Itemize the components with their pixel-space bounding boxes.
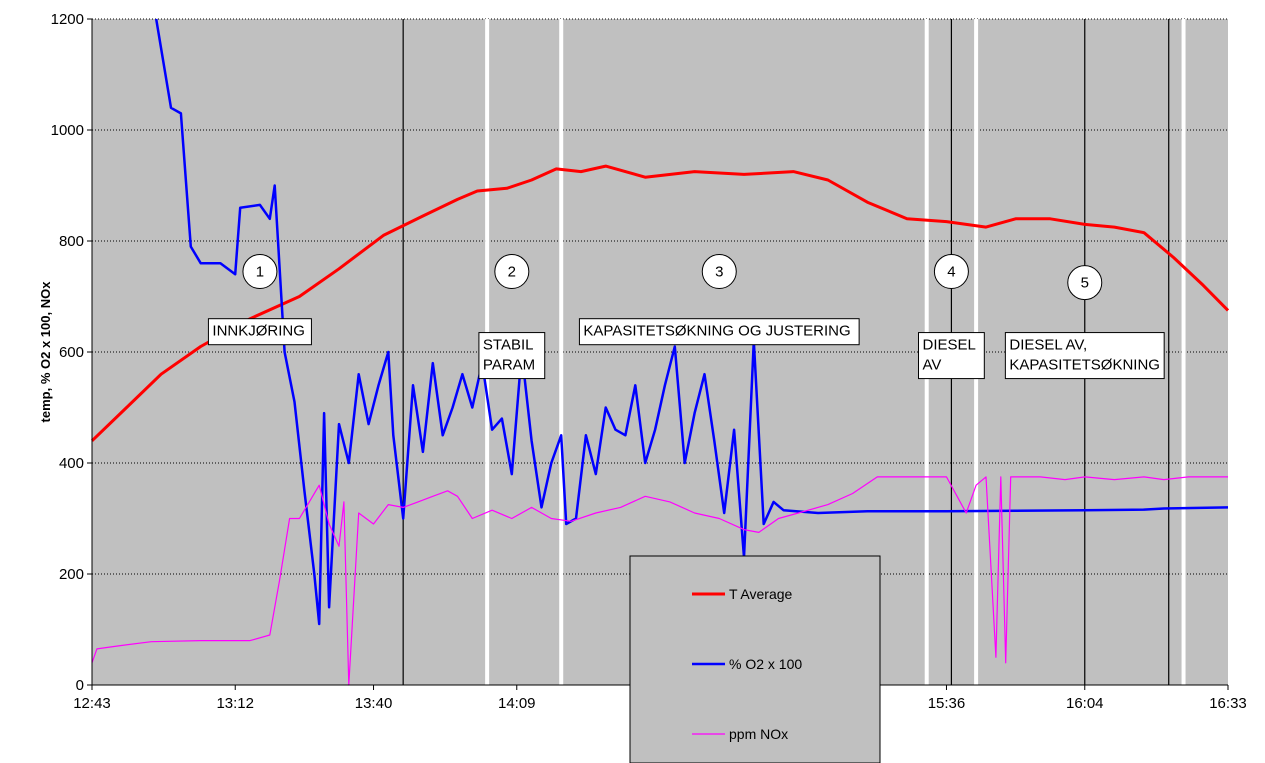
phase-label-text: INNKJØRING <box>212 323 305 340</box>
phase-label-box <box>918 332 985 380</box>
phase-label-text: AV <box>923 357 942 374</box>
phase-label-box <box>207 318 312 346</box>
gridlines <box>92 18 1228 575</box>
x-tick-label: 16:33 <box>1209 695 1247 712</box>
phase-circle <box>242 254 278 290</box>
legend-box <box>629 555 881 763</box>
x-tick-label: 13:40 <box>355 695 393 712</box>
series-line <box>91 476 1228 686</box>
phase-circle <box>494 254 530 290</box>
y-tick-label: 1200 <box>51 11 84 28</box>
legend: T Average % O2 x 100 ppm NOx <box>629 555 881 763</box>
phase-annotations: 1 INNKJØRING 2 STABIL PARAM 3 KAPASITETSØKNING… <box>207 254 1165 380</box>
phase-label-box <box>1004 332 1165 380</box>
phase-number: 4 <box>947 264 955 281</box>
phase-number: 5 <box>1081 275 1089 292</box>
y-tick-label: 1000 <box>51 122 84 139</box>
y-ticks: 0 200 400 600 800 1000 1200 <box>51 11 92 694</box>
phase-number: 2 <box>508 264 516 281</box>
phase-number: 1 <box>256 264 264 281</box>
series-line <box>90 164 1230 442</box>
legend-label: ppm NOx <box>729 726 788 742</box>
phase-label-text: STABIL <box>483 337 534 354</box>
phase-circle <box>701 254 737 290</box>
phase-circle <box>933 254 969 290</box>
y-axis-label: temp, % O2 x 100, NOx <box>38 281 53 423</box>
y-tick-label: 0 <box>76 677 84 694</box>
x-tick-label: 16:04 <box>1066 695 1104 712</box>
phase-label-box <box>578 318 860 346</box>
phase-label-text: KAPASITETSØKNING <box>1009 357 1160 374</box>
y-tick-label: 800 <box>59 233 84 250</box>
y-tick-label: 400 <box>59 455 84 472</box>
phase-label-box <box>478 332 546 380</box>
legend-label: T Average <box>729 586 793 602</box>
x-tick-label: 14:09 <box>498 695 536 712</box>
y-tick-label: 200 <box>59 566 84 583</box>
phase-label-text: KAPASITETSØKNING OG JUSTERING <box>583 323 850 340</box>
x-tick-label: 15:36 <box>928 695 966 712</box>
legend-label: % O2 x 100 <box>729 656 802 672</box>
phase-label-text: PARAM <box>483 357 535 374</box>
phase-number: 3 <box>715 264 723 281</box>
x-tick-label: 13:12 <box>216 695 254 712</box>
phase-label-text: DIESEL AV, <box>1009 337 1087 354</box>
x-tick-label: 12:43 <box>73 695 111 712</box>
phase-label-text: DIESEL <box>923 337 976 354</box>
y-tick-label: 600 <box>59 344 84 361</box>
phase-circle <box>1067 265 1103 301</box>
